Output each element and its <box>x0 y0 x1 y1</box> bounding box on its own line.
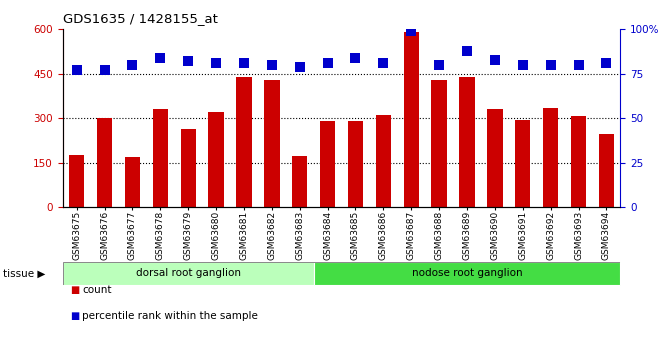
Point <box>545 62 556 68</box>
Bar <box>181 129 196 207</box>
Bar <box>376 115 391 207</box>
Text: ■: ■ <box>71 311 80 321</box>
Point <box>294 64 305 69</box>
Point <box>322 60 333 66</box>
Point <box>183 59 193 64</box>
Bar <box>487 109 502 207</box>
Bar <box>125 157 140 207</box>
Text: ■: ■ <box>71 285 80 295</box>
Point <box>378 60 389 66</box>
Bar <box>97 118 112 207</box>
Point <box>490 57 500 62</box>
Bar <box>432 80 447 207</box>
Bar <box>69 155 84 207</box>
Text: nodose root ganglion: nodose root ganglion <box>412 268 522 278</box>
Point <box>601 60 612 66</box>
Point <box>517 62 528 68</box>
Bar <box>63 262 314 285</box>
Bar <box>314 262 620 285</box>
Text: dorsal root ganglion: dorsal root ganglion <box>136 268 241 278</box>
Text: tissue ▶: tissue ▶ <box>3 268 46 278</box>
Text: GDS1635 / 1428155_at: GDS1635 / 1428155_at <box>63 12 218 25</box>
Bar <box>152 109 168 207</box>
Point <box>267 62 277 68</box>
Bar <box>571 116 586 207</box>
Text: percentile rank within the sample: percentile rank within the sample <box>82 311 258 321</box>
Point <box>211 60 221 66</box>
Bar <box>404 32 419 207</box>
Bar <box>599 134 614 207</box>
Point <box>574 62 584 68</box>
Point <box>71 67 82 73</box>
Bar <box>292 156 308 207</box>
Bar <box>515 120 531 207</box>
Point <box>406 28 416 34</box>
Point <box>462 48 473 53</box>
Bar <box>543 108 558 207</box>
Bar <box>320 121 335 207</box>
Text: count: count <box>82 285 112 295</box>
Point <box>239 60 249 66</box>
Point <box>99 67 110 73</box>
Point <box>350 55 361 60</box>
Bar <box>348 121 363 207</box>
Point <box>434 62 444 68</box>
Bar <box>459 77 475 207</box>
Bar <box>236 77 251 207</box>
Bar <box>264 80 279 207</box>
Point <box>127 62 138 68</box>
Point <box>155 55 166 60</box>
Bar <box>209 112 224 207</box>
